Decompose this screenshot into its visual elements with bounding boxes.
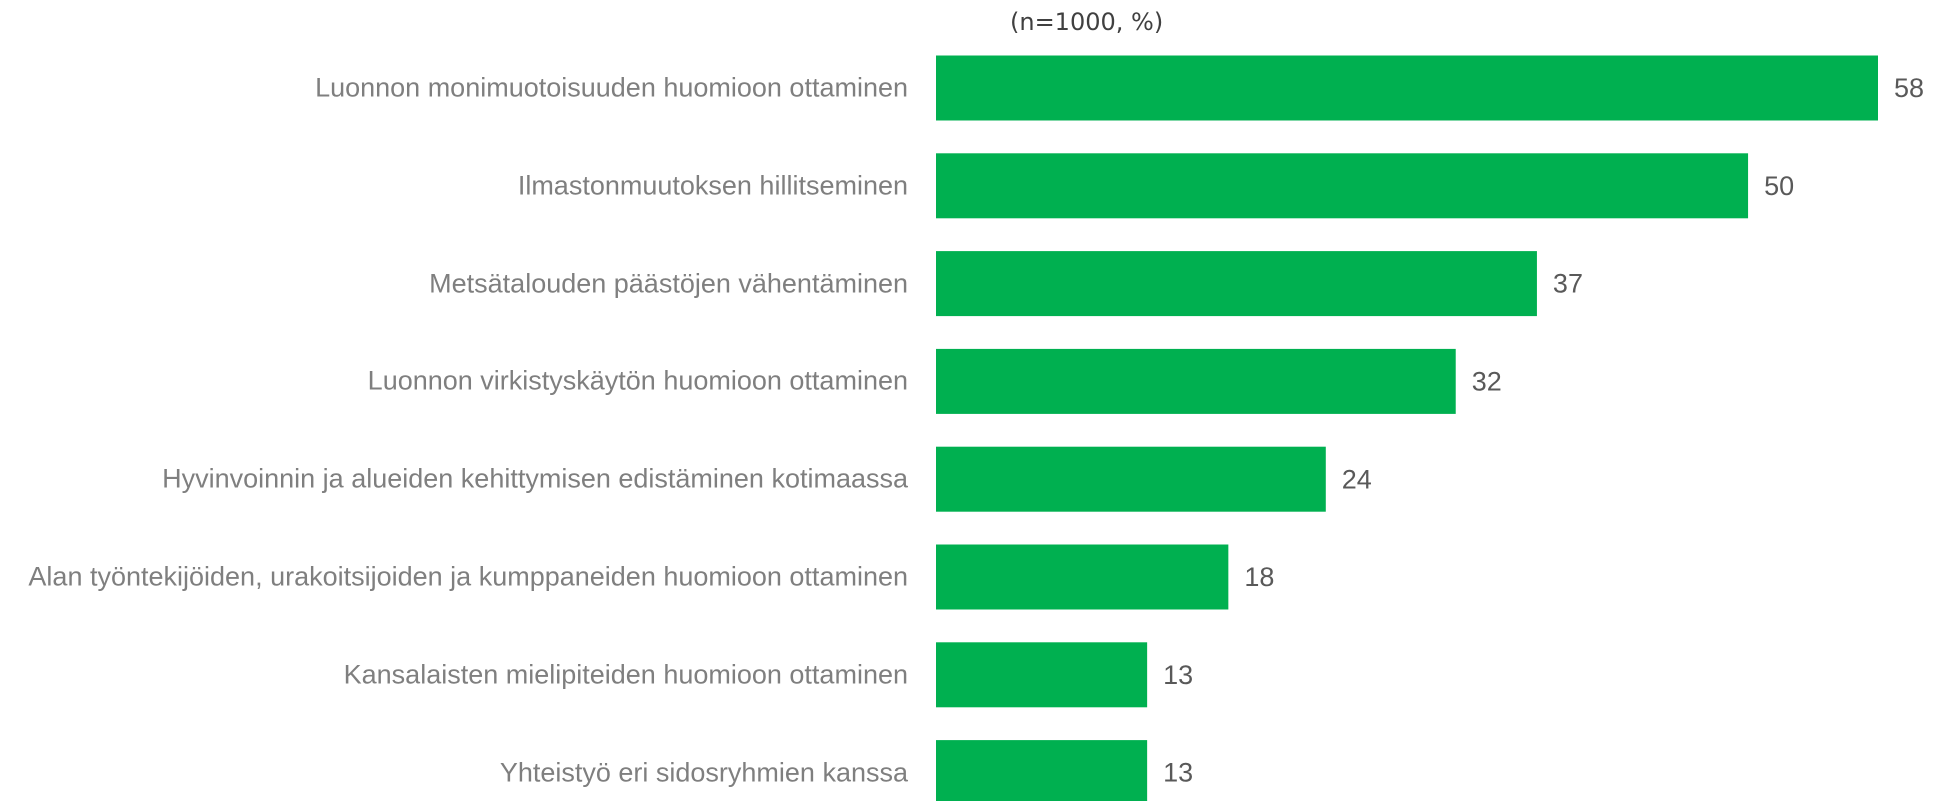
value-label: 58: [1894, 73, 1924, 103]
bar: [936, 446, 1326, 512]
bar: [936, 153, 1749, 219]
category-label-box: Ilmastonmuutoksen hillitseminen: [8, 170, 908, 201]
category-label: Alan työntekijöiden, urakoitsijoiden ja …: [28, 561, 908, 592]
value-label: 32: [1472, 367, 1502, 397]
category-label: Hyvinvoinnin ja alueiden kehittymisen ed…: [162, 463, 908, 494]
bar: [936, 251, 1537, 317]
category-label-box: Alan työntekijöiden, urakoitsijoiden ja …: [8, 561, 908, 592]
category-label-box: Luonnon monimuotoisuuden huomioon ottami…: [8, 72, 908, 103]
value-label: 24: [1342, 464, 1372, 494]
value-label: 18: [1244, 562, 1274, 592]
bar: [936, 544, 1229, 610]
category-label-box: Hyvinvoinnin ja alueiden kehittymisen ed…: [8, 464, 908, 495]
value-label: 13: [1163, 758, 1193, 788]
category-label-box: Kansalaisten mielipiteiden huomioon otta…: [8, 659, 908, 690]
category-label: Luonnon virkistyskäytön huomioon ottamin…: [367, 365, 908, 396]
value-label: 37: [1553, 269, 1583, 299]
value-label: 13: [1163, 660, 1193, 690]
subtitle: (n=1000, %): [1010, 8, 1164, 36]
category-label: Luonnon monimuotoisuuden huomioon ottami…: [315, 72, 908, 103]
bar: [936, 642, 1148, 708]
category-label-box: Luonnon virkistyskäytön huomioon ottamin…: [8, 366, 908, 397]
category-label: Yhteistyö eri sidosryhmien kanssa: [499, 757, 908, 788]
value-label: 50: [1764, 171, 1794, 201]
category-label-box: Metsätalouden päästöjen vähentäminen: [8, 268, 908, 299]
category-label: Ilmastonmuutoksen hillitseminen: [517, 170, 908, 201]
category-label: Metsätalouden päästöjen vähentäminen: [429, 268, 908, 299]
category-label-box: Yhteistyö eri sidosryhmien kanssa: [8, 757, 908, 788]
bar: [936, 740, 1148, 801]
category-label: Kansalaisten mielipiteiden huomioon otta…: [343, 659, 908, 690]
bar: [936, 348, 1456, 414]
bar: [936, 55, 1878, 121]
